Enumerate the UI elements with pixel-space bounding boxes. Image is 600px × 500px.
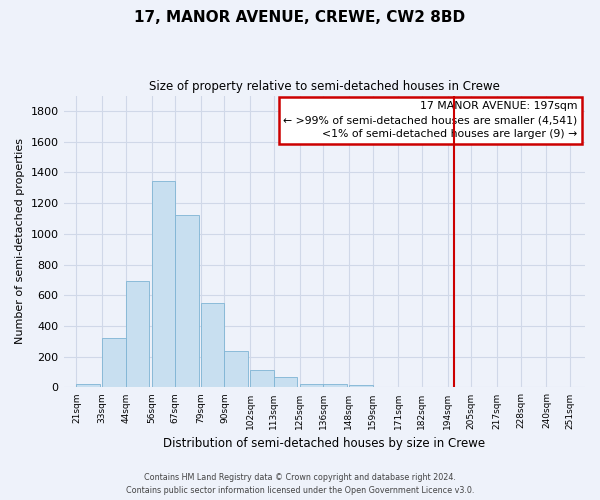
Bar bbox=[175, 214, 199, 388]
Bar bbox=[274, 378, 298, 388]
Bar bbox=[323, 384, 347, 388]
Y-axis label: Number of semi-detached properties: Number of semi-detached properties bbox=[15, 138, 25, 344]
Bar bbox=[76, 384, 100, 388]
Bar bbox=[250, 370, 274, 388]
X-axis label: Distribution of semi-detached houses by size in Crewe: Distribution of semi-detached houses by … bbox=[163, 437, 485, 450]
Bar bbox=[152, 181, 175, 388]
Bar bbox=[224, 350, 248, 388]
Bar bbox=[299, 384, 323, 388]
Text: 17, MANOR AVENUE, CREWE, CW2 8BD: 17, MANOR AVENUE, CREWE, CW2 8BD bbox=[134, 10, 466, 25]
Title: Size of property relative to semi-detached houses in Crewe: Size of property relative to semi-detach… bbox=[149, 80, 500, 93]
Bar bbox=[349, 385, 373, 388]
Bar bbox=[126, 280, 149, 388]
Bar bbox=[201, 303, 224, 388]
Bar bbox=[102, 338, 126, 388]
Text: 17 MANOR AVENUE: 197sqm
← >99% of semi-detached houses are smaller (4,541)
<1% o: 17 MANOR AVENUE: 197sqm ← >99% of semi-d… bbox=[283, 102, 577, 140]
Text: Contains HM Land Registry data © Crown copyright and database right 2024.
Contai: Contains HM Land Registry data © Crown c… bbox=[126, 473, 474, 495]
